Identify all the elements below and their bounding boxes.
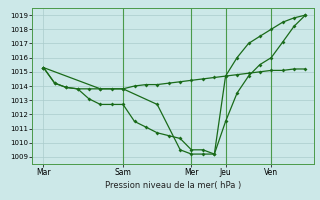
X-axis label: Pression niveau de la mer( hPa ): Pression niveau de la mer( hPa )	[105, 181, 241, 190]
